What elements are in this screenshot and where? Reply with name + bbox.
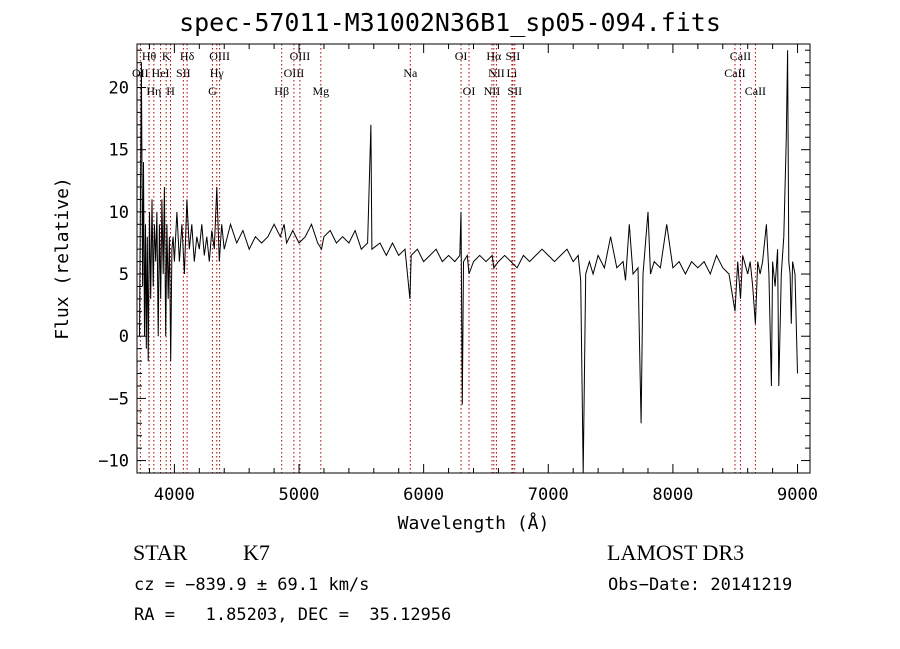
x-tick-label: 6000 <box>403 485 444 505</box>
line-marker-label: CaII <box>730 49 751 63</box>
y-tick-label: −10 <box>98 452 129 472</box>
x-tick-label: 5000 <box>279 485 320 505</box>
line-marker-label: Hβ <box>274 84 289 98</box>
line-marker-label: Na <box>403 66 418 80</box>
axis-ticks <box>137 44 810 473</box>
x-axis-label: Wavelength (Å) <box>398 512 550 534</box>
line-marker-label: Hη <box>146 84 161 98</box>
line-marker-label: NII <box>488 66 505 80</box>
obs-date: Obs−Date: 20141219 <box>608 575 793 595</box>
line-marker-label: OI <box>463 84 476 98</box>
y-tick-label: 15 <box>109 141 129 161</box>
x-tick-label: 4000 <box>154 485 195 505</box>
line-marker-label: CaII <box>724 66 745 80</box>
line-marker-label: SII <box>507 84 522 98</box>
line-marker-label: H <box>166 84 175 98</box>
radec-readout: RA = 1.85203, DEC = 35.12956 <box>134 605 452 625</box>
line-marker-label: G <box>208 84 217 98</box>
line-marker-label: OIII <box>209 49 230 63</box>
line-marker-label: OI <box>455 49 468 63</box>
line-marker-label: SII <box>176 66 191 80</box>
plot-frame <box>136 43 811 474</box>
y-tick-label: 5 <box>119 265 129 285</box>
line-marker-label: SII <box>506 49 521 63</box>
x-tick-label: 7000 <box>528 485 569 505</box>
x-tick-labels: 4000 5000 6000 7000 8000 9000 <box>154 485 818 505</box>
line-marker-label: Hθ <box>142 49 157 63</box>
line-marker-label: OII <box>132 66 149 80</box>
y-axis-label: Flux (relative) <box>52 177 73 340</box>
line-marker-label: OIII <box>290 49 311 63</box>
y-tick-label: 0 <box>119 327 129 347</box>
line-marker-label: Hδ <box>180 49 195 63</box>
y-tick-label: 10 <box>109 203 129 223</box>
line-marker-label: Li <box>507 66 518 80</box>
x-tick-label: 8000 <box>652 485 693 505</box>
y-tick-label: 20 <box>109 79 129 99</box>
line-marker-label: K <box>162 49 171 63</box>
line-marker-label: OIII <box>284 66 305 80</box>
line-marker-label: Mg <box>312 84 329 98</box>
line-marker-label: Hα <box>486 49 502 63</box>
spectrum-series-line <box>139 50 798 474</box>
chart-title: spec-57011-M31002N36B1_sp05-094.fits <box>179 8 721 37</box>
line-marker-label: CaII <box>745 84 766 98</box>
line-marker-label: NII <box>484 84 501 98</box>
x-tick-label: 9000 <box>777 485 818 505</box>
line-marker-label: HeI <box>152 66 170 80</box>
line-marker-group <box>139 44 756 473</box>
subclass-label: K7 <box>243 540 270 565</box>
cz-readout: cz = −839.9 ± 69.1 km/s <box>134 575 370 595</box>
y-tick-label: −5 <box>109 389 129 409</box>
y-tick-labels: −10 −5 0 5 10 15 20 <box>98 79 129 472</box>
survey-label: LAMOST DR3 <box>607 540 745 565</box>
line-marker-label: Hγ <box>210 66 225 80</box>
class-label: STAR <box>133 540 188 565</box>
